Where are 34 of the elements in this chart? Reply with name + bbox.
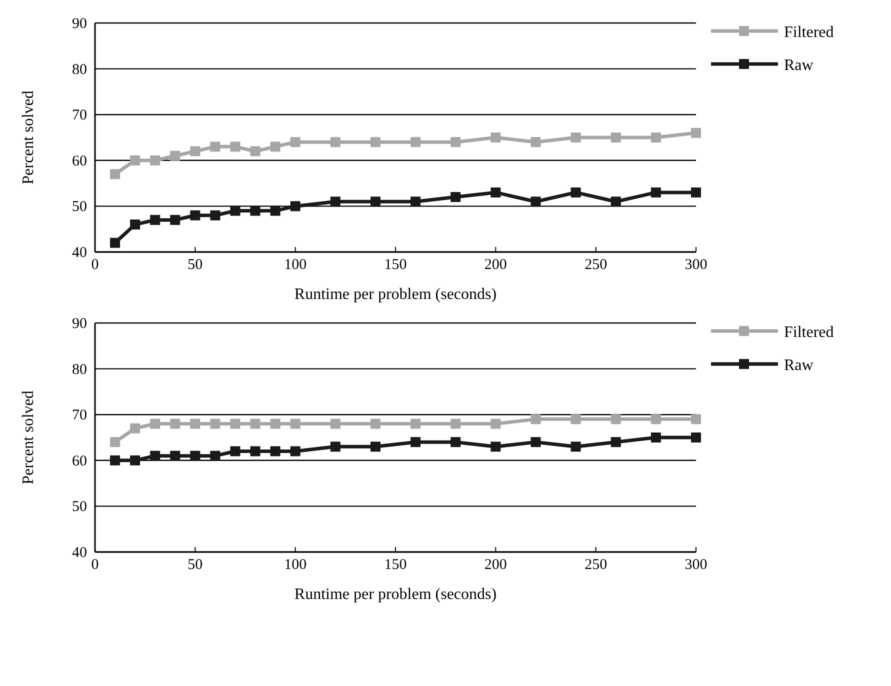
x-tick-label: 250 — [584, 257, 608, 273]
y-tick-label: 90 — [72, 16, 87, 32]
x-tick-label: 300 — [684, 557, 708, 573]
y-tick-label: 60 — [72, 453, 87, 470]
y-tick-label: 90 — [72, 316, 87, 332]
x-tick-label: 100 — [284, 257, 307, 273]
y-tick-label: 50 — [72, 199, 87, 216]
legend-label: Raw — [784, 357, 814, 374]
x-tick-label: 50 — [188, 557, 203, 573]
legend-label: Filtered — [784, 324, 834, 341]
x-axis-title: Runtime per problem (seconds) — [294, 286, 497, 303]
x-tick-label: 200 — [484, 257, 507, 273]
x-tick-label: 300 — [684, 257, 708, 273]
x-tick-label: 150 — [384, 557, 407, 573]
y-tick-label: 80 — [72, 62, 87, 78]
x-tick-label: 100 — [284, 557, 307, 573]
y-tick-label: 70 — [72, 408, 87, 424]
x-tick-label: 50 — [188, 257, 203, 273]
legend-label: Filtered — [784, 24, 834, 41]
x-tick-label: 0 — [91, 557, 99, 573]
y-tick-label: 50 — [72, 499, 87, 516]
y-tick-label: 60 — [72, 153, 87, 170]
y-tick-label: 80 — [72, 362, 87, 378]
x-tick-label: 200 — [484, 557, 507, 573]
y-tick-label: 40 — [72, 545, 87, 561]
x-tick-label: 250 — [584, 557, 608, 573]
x-axis-title: Runtime per problem (seconds) — [294, 586, 497, 603]
y-axis-title: Percent solved — [20, 390, 37, 484]
y-tick-label: 40 — [72, 245, 87, 261]
legend-label: Raw — [784, 57, 814, 74]
x-tick-label: 150 — [384, 257, 407, 273]
y-axis-title: Percent solved — [20, 90, 37, 184]
y-tick-label: 70 — [72, 108, 87, 124]
x-tick-label: 0 — [91, 257, 99, 273]
